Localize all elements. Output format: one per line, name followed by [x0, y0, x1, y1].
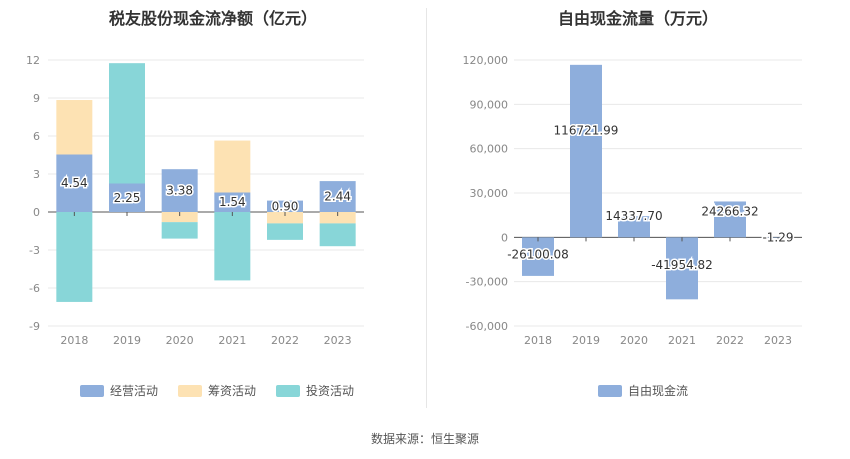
right-x-tick-label: 2018 [524, 334, 552, 347]
right-data-label: -41954.82 [651, 258, 713, 272]
right-y-tick-label: 90,000 [470, 98, 509, 111]
left-x-tick-label: 2020 [166, 334, 194, 347]
left-x-tick-label: 2023 [324, 334, 352, 347]
right-data-label: 24266.32 [701, 204, 758, 218]
left-bar-segment-0 [161, 169, 198, 212]
left-legend-label: 筹资活动 [208, 384, 257, 398]
right-chart-legend: 自由现金流 [598, 382, 688, 399]
left-legend-item-0[interactable]: 经营活动 [80, 382, 158, 399]
left-bar-segment-1 [161, 212, 198, 223]
left-bar-segment-0 [319, 181, 356, 212]
right-legend-item-0[interactable]: 自由现金流 [598, 382, 688, 399]
left-legend-item-1[interactable]: 筹资活动 [178, 382, 256, 399]
left-legend-item-2[interactable]: 投资活动 [276, 382, 354, 399]
right-x-tick-label: 2020 [620, 334, 648, 347]
right-x-tick-label: 2023 [764, 334, 792, 347]
right-y-tick-label: -60,000 [466, 320, 508, 333]
right-x-tick-label: 2019 [572, 334, 600, 347]
right-chart-panel: 自由现金流量（万元） 120,000 90,000 60,000 30,000 0 -30… [426, 0, 850, 420]
right-chart: 120,000 90,000 60,000 30,000 0 -30,000 -60,000… [463, 54, 802, 347]
left-y-tick-label: 3 [33, 168, 40, 181]
left-legend-label: 投资活动 [306, 384, 355, 398]
right-data-label: 14337.70 [605, 209, 662, 223]
right-data-label: -26100.08 [507, 248, 569, 262]
left-y-tick-label: -3 [29, 244, 40, 257]
right-data-label: 116721.99 [554, 123, 619, 137]
right-x-tick-label: 2022 [716, 334, 744, 347]
left-x-tick-label: 2022 [271, 334, 299, 347]
left-x-tick-label: 2018 [60, 334, 88, 347]
left-y-tick-label: -9 [29, 320, 40, 333]
right-y-tick-label: 120,000 [463, 54, 509, 67]
left-bar-segment-2 [267, 223, 303, 240]
right-legend-swatch [598, 384, 622, 397]
right-bar [714, 201, 746, 238]
left-data-label: 0.90 [272, 199, 299, 213]
left-y-tick-label: -6 [29, 282, 40, 295]
left-data-label: 2.44 [324, 190, 351, 204]
right-bar [570, 64, 602, 238]
left-chart-legend: 经营活动 筹资活动 投资活动 [80, 382, 354, 399]
right-legend-label: 自由现金流 [628, 384, 689, 398]
left-bar-segment-0 [214, 192, 251, 212]
left-data-label: 2.25 [114, 191, 141, 205]
left-bar-segment-2 [319, 223, 356, 247]
left-legend-swatch [178, 384, 203, 397]
panel-divider [426, 8, 427, 408]
left-bar-segment-1 [56, 100, 93, 155]
right-bar [522, 237, 554, 276]
left-x-tick-label: 2021 [218, 334, 246, 347]
left-bar-segment-1 [267, 212, 303, 224]
left-y-tick-label: 12 [26, 54, 40, 67]
left-y-tick-label: 0 [33, 206, 40, 219]
left-legend-swatch [276, 384, 301, 397]
left-bar-segment-2 [56, 212, 93, 302]
right-bar [666, 237, 698, 300]
right-y-tick-label: -30,000 [466, 276, 508, 289]
left-bar-segment-0 [56, 154, 93, 212]
right-y-tick-label: 60,000 [470, 143, 509, 156]
left-chart-title: 税友股份现金流净额（亿元） [108, 9, 317, 28]
left-bar-segment-1 [214, 140, 251, 193]
left-legend-swatch [80, 384, 104, 397]
left-data-label: 3.38 [166, 184, 193, 198]
left-data-label: 1.54 [219, 195, 246, 209]
right-x-tick-label: 2021 [668, 334, 696, 347]
right-bar [618, 216, 650, 238]
left-x-tick-label: 2019 [113, 334, 141, 347]
right-y-tick-label: 0 [501, 231, 508, 244]
left-y-tick-label: 6 [33, 130, 40, 143]
left-chart: 12 9 6 3 0 -3 -6 -9 2018 4.54 2019 2.25 2020 3.38 2021… [26, 54, 364, 347]
left-y-tick-label: 9 [33, 92, 40, 105]
right-data-label: -1.29 [762, 230, 793, 244]
right-chart-title: 自由现金流量（万元） [557, 9, 718, 28]
left-bar-segment-2 [161, 222, 198, 239]
left-bar-segment-2 [109, 63, 145, 184]
left-bar-segment-1 [319, 212, 356, 224]
left-legend-label: 经营活动 [110, 384, 159, 398]
data-source-note: 数据来源：恒生聚源 [370, 432, 479, 446]
left-bar-segment-0 [109, 183, 145, 212]
left-data-label: 4.54 [61, 176, 88, 190]
left-chart-panel: 税友股份现金流净额（亿元） 12 9 6 3 0 -3 -6 -9 2018 4.54 2019 2.… [0, 0, 426, 420]
left-bar-segment-0 [267, 200, 303, 212]
left-bar-segment-2 [214, 212, 251, 281]
right-y-tick-label: 30,000 [470, 187, 509, 200]
